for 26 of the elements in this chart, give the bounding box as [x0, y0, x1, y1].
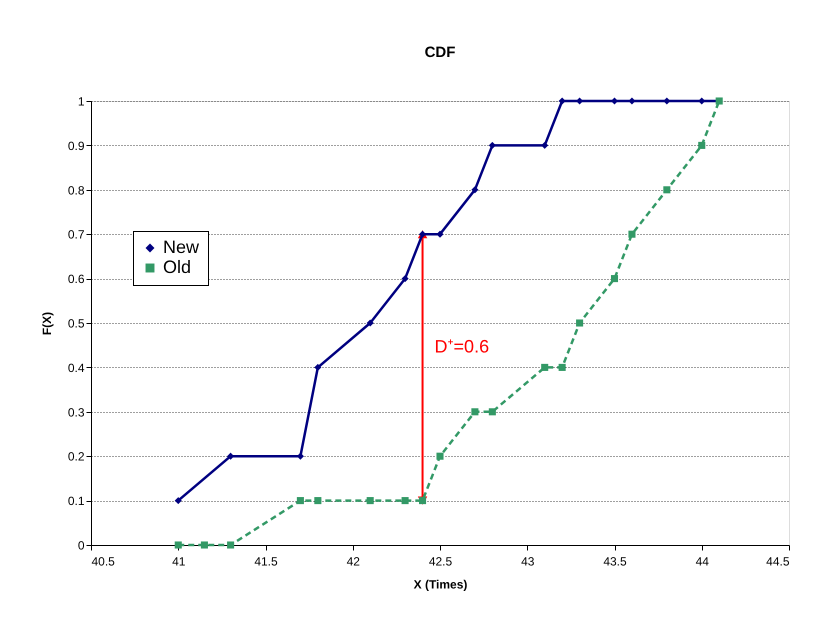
- x-tick-label: 44: [696, 554, 710, 568]
- x-tick-label: 44.5: [766, 554, 790, 568]
- x-tick-label: 42.5: [428, 554, 452, 568]
- y-axis-title: F(X): [40, 312, 54, 336]
- legend-label: Old: [163, 257, 192, 277]
- y-tick-label: 0.3: [68, 405, 85, 420]
- chart-title: CDF: [424, 44, 456, 61]
- y-tick-label: 0.4: [68, 360, 85, 375]
- x-tick-label: 41: [172, 554, 186, 568]
- y-tick-label: 0.8: [68, 183, 85, 198]
- y-tick-label: 1: [78, 94, 85, 108]
- y-tick-label: 0.7: [68, 228, 85, 242]
- y-tick-label: 0: [78, 538, 85, 552]
- x-tick-label: 40.5: [92, 554, 116, 568]
- y-tick-label: 0.6: [68, 272, 85, 286]
- y-tick-label: 0.1: [68, 494, 85, 508]
- x-tick-label: 41.5: [254, 554, 278, 568]
- legend-label: New: [163, 237, 200, 257]
- x-tick-label: 42: [346, 554, 360, 568]
- x-axis-title: X (Times): [414, 578, 468, 592]
- annotation: D⁺=0.6: [434, 336, 490, 356]
- y-tick-label: 0.9: [68, 138, 85, 153]
- x-tick-label: 43: [521, 554, 535, 568]
- y-tick-label: 0.2: [68, 450, 85, 464]
- x-tick-label: 43.5: [603, 554, 627, 568]
- y-tick-label: 0.5: [68, 316, 85, 330]
